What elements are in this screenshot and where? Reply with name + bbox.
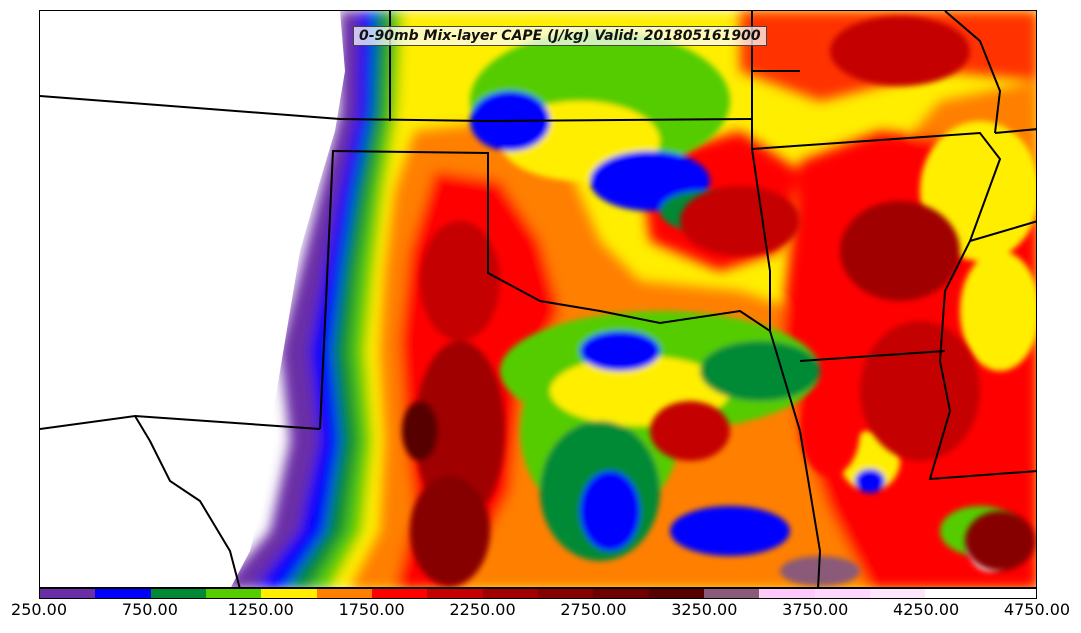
colorbar-segment — [482, 589, 538, 598]
colorbar-segment — [95, 589, 151, 598]
colorbar-segment — [648, 589, 704, 598]
colorbar-tick-label: 250.00 — [11, 600, 67, 619]
colorbar-segment — [40, 589, 96, 598]
colorbar-segment — [703, 589, 760, 598]
map-title: 0-90mb Mix-layer CAPE (J/kg) Valid: 2018… — [353, 26, 767, 46]
colorbar-segment — [869, 589, 926, 598]
cape-map-panel: 0-90mb Mix-layer CAPE (J/kg) Valid: 2018… — [39, 10, 1037, 588]
colorbar-tick-label: 1750.00 — [338, 600, 405, 619]
cape-maxima — [402, 16, 1035, 586]
colorbar-segment — [371, 589, 428, 598]
colorbar-tick-label: 2250.00 — [449, 600, 516, 619]
colorbar-segment — [316, 589, 372, 598]
colorbar-segment — [814, 589, 870, 598]
colorbar-segment — [759, 589, 815, 598]
colorbar-tick-label: 3750.00 — [782, 600, 849, 619]
colorbar-tick-label: 1250.00 — [227, 600, 294, 619]
colorbar-segment — [150, 589, 206, 598]
colorbar-segment — [925, 589, 981, 598]
colorbar-tick-labels: 250.00 750.00 1250.00 1750.00 2250.00 2750.00… — [0, 600, 1081, 624]
colorbar-segment — [205, 589, 262, 598]
colorbar-tick-label: 4250.00 — [893, 600, 960, 619]
colorbar-segment — [427, 589, 483, 598]
cape-field-layer — [221, 11, 1036, 587]
colorbar-tick-label: 2750.00 — [560, 600, 627, 619]
colorbar-segment — [980, 589, 1036, 598]
low-cape-region-west — [40, 11, 345, 587]
cape-colorbar — [39, 588, 1037, 599]
colorbar-segment — [593, 589, 649, 598]
colorbar-segment — [537, 589, 594, 598]
colorbar-segment — [261, 589, 317, 598]
colorbar-tick-label: 4750.00 — [1003, 600, 1071, 619]
colorbar-tick-label: 750.00 — [121, 600, 178, 619]
political-borders — [40, 11, 1036, 587]
cape-contour-map — [40, 11, 1036, 587]
colorbar-tick-label: 3250.00 — [671, 600, 738, 619]
